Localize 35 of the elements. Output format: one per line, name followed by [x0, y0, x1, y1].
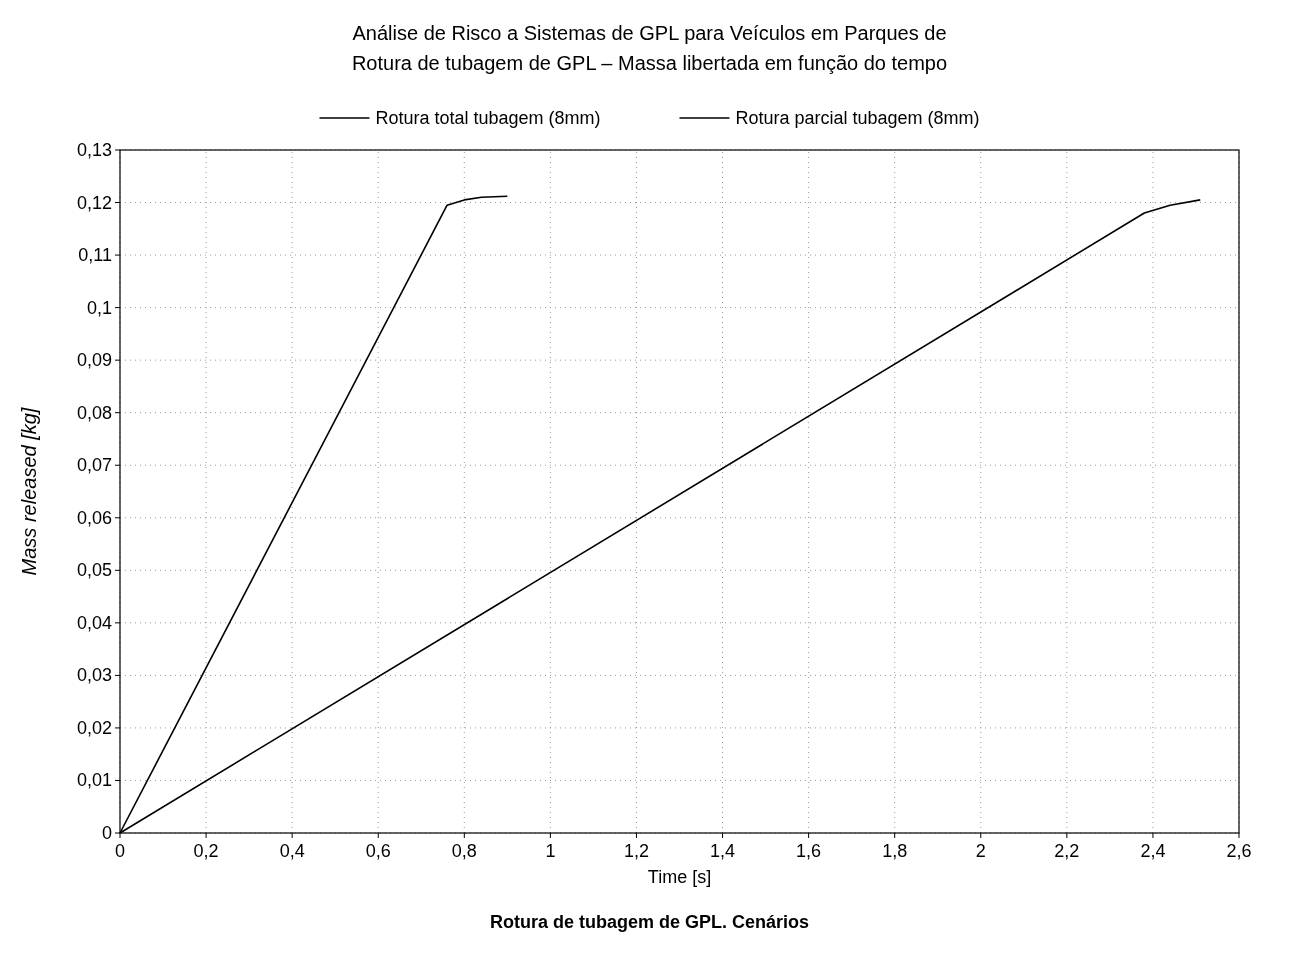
y-tick-label: 0,06 — [76, 507, 112, 528]
legend-label: Rotura total tubagem (8mm) — [375, 108, 601, 128]
legend-label: Rotura parcial tubagem (8mm) — [735, 108, 980, 128]
text: Rotura de tubagem de GPL. Cenários — [489, 912, 810, 932]
x-tick-label: 1 — [545, 841, 556, 861]
chart-subtitle: Rotura de tubagem de GPL – Massa libertada em função do tempo — [351, 52, 948, 74]
x-tick-label: 0,2 — [193, 841, 219, 861]
y-axis-title: Mass released [kg] — [18, 407, 40, 576]
x-tick-label: 1,8 — [882, 841, 908, 861]
y-tick-label: 0,12 — [76, 192, 112, 213]
y-tick-label: 0,07 — [76, 455, 112, 476]
y-tick-label: 0,09 — [76, 350, 112, 371]
chart-title: Análise de Risco a Sistemas de GPL para Veículos em Parques de — [352, 22, 947, 44]
y-tick-label: 0,11 — [78, 245, 112, 266]
y-tick-label: 0,13 — [76, 140, 112, 160]
y-tick-label: 0,02 — [76, 717, 112, 738]
x-axis-title: Time [s] — [647, 867, 712, 887]
x-tick-label: 0,8 — [451, 841, 477, 861]
x-tick-label: 1,2 — [623, 841, 649, 861]
x-tick-label: 1,4 — [710, 841, 736, 861]
x-tick-label: 0,4 — [279, 841, 305, 861]
x-tick-label: 2,4 — [1140, 841, 1166, 861]
y-tick-label: 0,03 — [76, 665, 112, 686]
y-tick-label: 0,1 — [86, 297, 112, 318]
x-tick-label: 2,6 — [1226, 841, 1252, 861]
y-tick-label: 0,08 — [76, 402, 112, 423]
y-tick-label: 0 — [101, 823, 112, 843]
y-tick-label: 0,05 — [76, 560, 112, 581]
x-tick-label: 0 — [114, 841, 126, 861]
y-tick-label: 0,01 — [76, 770, 112, 791]
x-tick-label: 2,2 — [1054, 841, 1080, 861]
x-tick-label: 2 — [975, 841, 986, 861]
y-tick-label: 0,04 — [76, 612, 112, 633]
x-tick-label: 0,6 — [365, 841, 391, 861]
x-tick-label: 1,6 — [796, 841, 822, 861]
